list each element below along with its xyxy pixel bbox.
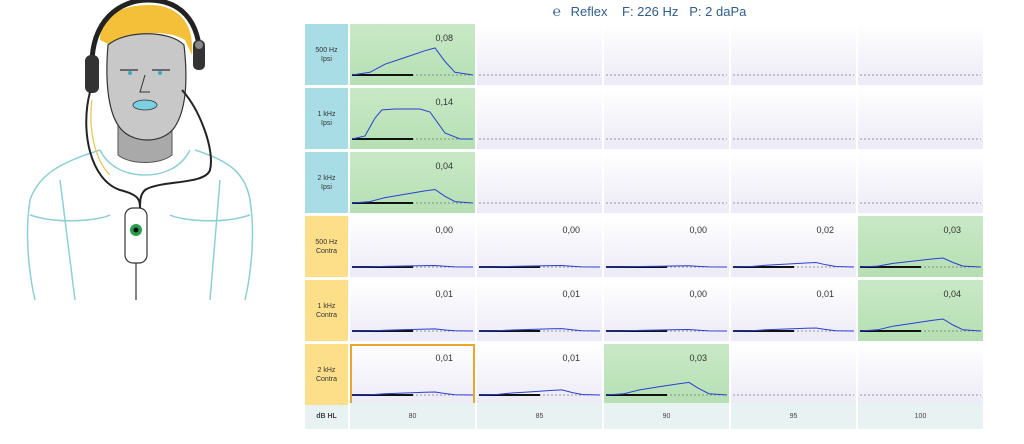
reflex-cell[interactable]: 0,00: [604, 216, 729, 277]
patient-illustration: [0, 0, 300, 444]
row-label-side: Contra: [315, 247, 337, 255]
reflex-cell[interactable]: 0,01: [731, 280, 856, 341]
reflex-amplitude-value: 0,01: [816, 289, 834, 299]
reflex-cell[interactable]: [731, 152, 856, 213]
x-axis-level: 80: [350, 403, 475, 429]
reflex-amplitude-value: 0,03: [689, 353, 707, 363]
reflex-cell[interactable]: [858, 344, 983, 405]
x-axis-level: 95: [731, 403, 856, 429]
reflex-cell[interactable]: [604, 152, 729, 213]
reflex-cell[interactable]: [858, 24, 983, 85]
row-label-frequency: 2 kHz: [317, 174, 336, 182]
test-name: Reflex: [570, 4, 608, 19]
pressure-label: P: 2 daPa: [689, 4, 747, 19]
reflex-cell[interactable]: [731, 24, 856, 85]
reflex-cell[interactable]: [858, 152, 983, 213]
reflex-cell[interactable]: 0,00: [350, 216, 475, 277]
frequency-label: F: 226 Hz: [622, 4, 679, 19]
reflex-cell[interactable]: [604, 24, 729, 85]
reflex-amplitude-value: 0,01: [562, 353, 580, 363]
reflex-amplitude-value: 0,00: [689, 289, 707, 299]
reflex-cell[interactable]: 0,00: [477, 216, 602, 277]
reflex-amplitude-value: 0,01: [435, 289, 453, 299]
ear-icon: ℮: [552, 3, 562, 19]
reflex-amplitude-value: 0,04: [943, 289, 961, 299]
reflex-cell[interactable]: [604, 88, 729, 149]
reflex-cell[interactable]: 0,04: [858, 280, 983, 341]
reflex-amplitude-value: 0,03: [943, 225, 961, 235]
reflex-panel: ℮ Reflex F: 226 Hz P: 2 daPa 0,08 0,14 0,0…: [305, 0, 994, 444]
row-label-0: 500 Hz Ipsi: [305, 24, 348, 85]
row-label-4: 1 kHz Contra: [305, 280, 348, 341]
reflex-cell[interactable]: [477, 152, 602, 213]
row-label-3: 500 Hz Contra: [305, 216, 348, 277]
row-label-side: Ipsi: [321, 55, 332, 63]
reflex-amplitude-value: 0,00: [562, 225, 580, 235]
reflex-cell[interactable]: 0,00: [604, 280, 729, 341]
reflex-amplitude-value: 0,04: [435, 161, 453, 171]
row-label-side: Ipsi: [321, 183, 332, 191]
row-label-side: Contra: [315, 375, 337, 383]
reflex-cell[interactable]: 0,08: [350, 24, 475, 85]
reflex-cell[interactable]: 0,14: [350, 88, 475, 149]
reflex-cell[interactable]: 0,02: [731, 216, 856, 277]
reflex-cell[interactable]: 0,04: [350, 152, 475, 213]
reflex-amplitude-value: 0,00: [435, 225, 453, 235]
reflex-amplitude-value: 0,01: [435, 353, 453, 363]
row-label-frequency: 1 kHz: [317, 302, 336, 310]
reflex-cell[interactable]: [477, 24, 602, 85]
x-axis-level: 90: [604, 403, 729, 429]
x-axis-level: 85: [477, 403, 602, 429]
reflex-cell[interactable]: [731, 344, 856, 405]
reflex-cell[interactable]: [731, 88, 856, 149]
row-label-2: 2 kHz Ipsi: [305, 152, 348, 213]
row-label-side: Ipsi: [321, 119, 332, 127]
reflex-cell[interactable]: 0,01: [477, 280, 602, 341]
reflex-amplitude-value: 0,02: [816, 225, 834, 235]
reflex-cell[interactable]: [858, 88, 983, 149]
reflex-amplitude-value: 0,00: [689, 225, 707, 235]
x-axis-label: dB HL: [305, 403, 348, 429]
x-axis-level: 100: [858, 403, 983, 429]
reflex-cell[interactable]: 0,01: [477, 344, 602, 405]
row-label-frequency: 1 kHz: [317, 110, 336, 118]
reflex-header: ℮ Reflex F: 226 Hz P: 2 daPa: [305, 0, 994, 22]
row-label-5: 2 kHz Contra: [305, 344, 348, 405]
row-label-side: Contra: [315, 311, 337, 319]
reflex-cell[interactable]: 0,01: [350, 344, 475, 405]
reflex-cell[interactable]: 0,03: [858, 216, 983, 277]
row-label-frequency: 500 Hz: [315, 46, 338, 54]
reflex-cell[interactable]: 0,01: [350, 280, 475, 341]
reflex-amplitude-value: 0,01: [562, 289, 580, 299]
reflex-amplitude-value: 0,08: [435, 33, 453, 43]
reflex-cell[interactable]: [477, 88, 602, 149]
reflex-amplitude-value: 0,14: [435, 97, 453, 107]
row-label-1: 1 kHz Ipsi: [305, 88, 348, 149]
reflex-cell[interactable]: 0,03: [604, 344, 729, 405]
row-label-frequency: 500 Hz: [315, 238, 338, 246]
row-label-frequency: 2 kHz: [317, 366, 336, 374]
